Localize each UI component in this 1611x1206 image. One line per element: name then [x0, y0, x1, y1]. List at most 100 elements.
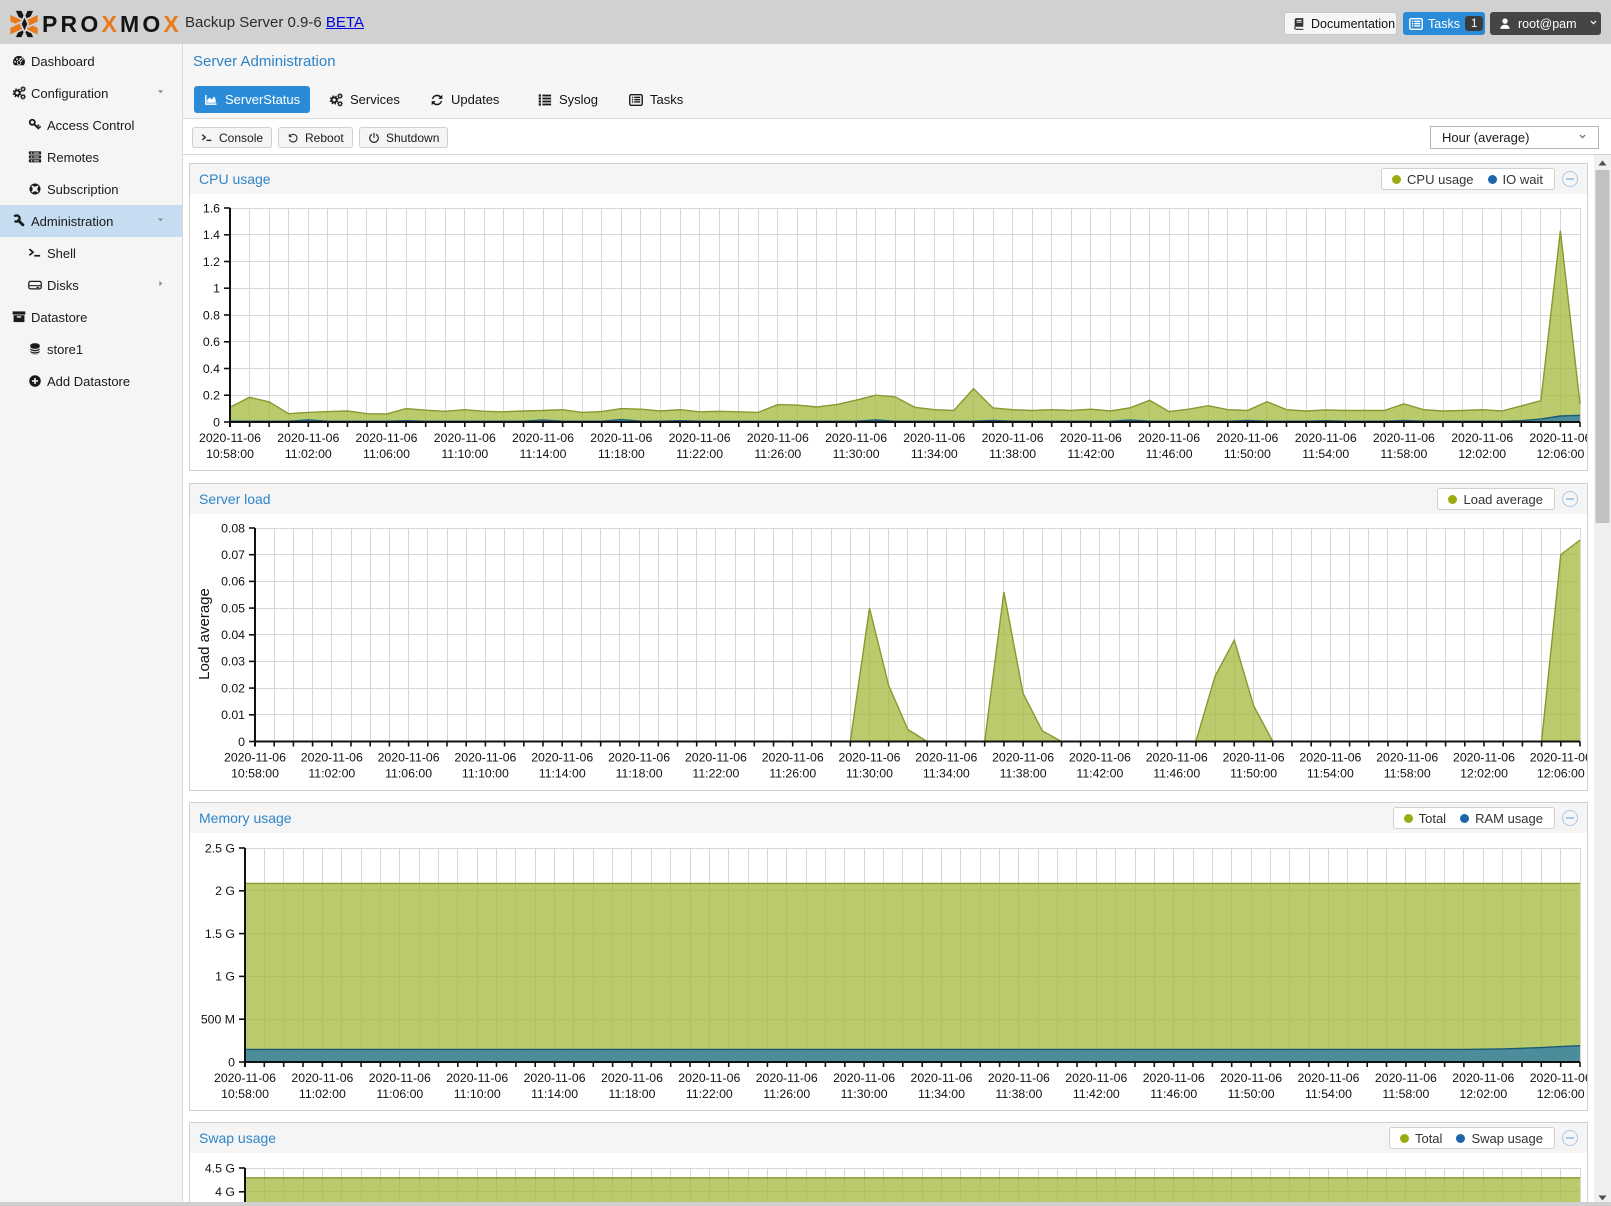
svg-text:500 M: 500 M: [201, 1013, 235, 1027]
svg-text:2020-11-06: 2020-11-06: [1216, 431, 1278, 445]
svg-text:2020-11-06: 2020-11-06: [531, 751, 593, 765]
svg-text:11:34:00: 11:34:00: [911, 447, 958, 461]
svg-text:11:46:00: 11:46:00: [1146, 447, 1193, 461]
svg-text:2020-11-06: 2020-11-06: [1530, 751, 1587, 765]
svg-text:11:02:00: 11:02:00: [299, 1087, 346, 1101]
svg-text:2020-11-06: 2020-11-06: [747, 431, 809, 445]
svg-text:12:06:00: 12:06:00: [1537, 767, 1585, 781]
svg-text:2020-11-06: 2020-11-06: [1373, 431, 1435, 445]
svg-text:2020-11-06: 2020-11-06: [833, 1071, 895, 1085]
svg-text:2020-11-06: 2020-11-06: [1375, 1071, 1437, 1085]
svg-text:1.5 G: 1.5 G: [205, 927, 235, 941]
svg-text:2020-11-06: 2020-11-06: [678, 1071, 740, 1085]
svg-text:2020-11-06: 2020-11-06: [1299, 751, 1361, 765]
svg-text:11:06:00: 11:06:00: [376, 1087, 423, 1101]
svg-text:2020-11-06: 2020-11-06: [446, 1071, 508, 1085]
svg-text:0.4: 0.4: [203, 362, 220, 376]
svg-text:0: 0: [238, 735, 245, 749]
svg-text:2020-11-06: 2020-11-06: [291, 1071, 353, 1085]
svg-text:11:50:00: 11:50:00: [1230, 767, 1277, 781]
svg-text:2020-11-06: 2020-11-06: [669, 431, 731, 445]
svg-text:2020-11-06: 2020-11-06: [277, 431, 339, 445]
svg-text:11:54:00: 11:54:00: [1302, 447, 1349, 461]
svg-text:2020-11-06: 2020-11-06: [590, 431, 652, 445]
svg-text:11:42:00: 11:42:00: [1076, 767, 1123, 781]
svg-text:11:50:00: 11:50:00: [1224, 447, 1271, 461]
svg-text:2020-11-06: 2020-11-06: [839, 751, 901, 765]
svg-text:11:10:00: 11:10:00: [441, 447, 488, 461]
svg-text:2020-11-06: 2020-11-06: [992, 751, 1054, 765]
svg-text:2020-11-06: 2020-11-06: [608, 751, 670, 765]
svg-text:2020-11-06: 2020-11-06: [1295, 431, 1357, 445]
svg-text:11:02:00: 11:02:00: [285, 447, 332, 461]
svg-text:11:22:00: 11:22:00: [692, 767, 739, 781]
svg-text:11:14:00: 11:14:00: [531, 1087, 578, 1101]
svg-text:2020-11-06: 2020-11-06: [1138, 431, 1200, 445]
svg-text:2020-11-06: 2020-11-06: [1146, 751, 1208, 765]
svg-text:2020-11-06: 2020-11-06: [1069, 751, 1131, 765]
svg-text:2020-11-06: 2020-11-06: [911, 1071, 973, 1085]
svg-text:0.04: 0.04: [221, 628, 245, 642]
svg-text:11:18:00: 11:18:00: [598, 447, 645, 461]
svg-text:11:54:00: 11:54:00: [1307, 767, 1354, 781]
svg-text:2020-11-06: 2020-11-06: [369, 1071, 431, 1085]
svg-text:2020-11-06: 2020-11-06: [756, 1071, 818, 1085]
svg-text:11:14:00: 11:14:00: [520, 447, 567, 461]
svg-text:12:02:00: 12:02:00: [1460, 767, 1508, 781]
svg-text:11:26:00: 11:26:00: [754, 447, 801, 461]
svg-text:2020-11-06: 2020-11-06: [214, 1071, 276, 1085]
svg-text:11:10:00: 11:10:00: [462, 767, 509, 781]
svg-text:2020-11-06: 2020-11-06: [982, 431, 1044, 445]
svg-text:2020-11-06: 2020-11-06: [1060, 431, 1122, 445]
svg-text:0.8: 0.8: [203, 308, 220, 322]
svg-text:0.05: 0.05: [221, 601, 245, 615]
svg-text:2020-11-06: 2020-11-06: [356, 431, 418, 445]
svg-text:2020-11-06: 2020-11-06: [1223, 751, 1285, 765]
svg-text:11:26:00: 11:26:00: [763, 1087, 810, 1101]
svg-text:11:34:00: 11:34:00: [923, 767, 970, 781]
svg-text:2020-11-06: 2020-11-06: [1220, 1071, 1282, 1085]
svg-text:11:58:00: 11:58:00: [1380, 447, 1427, 461]
svg-text:0.06: 0.06: [221, 575, 245, 589]
svg-text:0.6: 0.6: [203, 335, 220, 349]
svg-text:11:54:00: 11:54:00: [1305, 1087, 1352, 1101]
svg-text:11:38:00: 11:38:00: [1000, 767, 1047, 781]
svg-text:2020-11-06: 2020-11-06: [434, 431, 496, 445]
svg-text:10:58:00: 10:58:00: [231, 767, 279, 781]
svg-text:11:06:00: 11:06:00: [363, 447, 410, 461]
svg-text:12:02:00: 12:02:00: [1458, 447, 1506, 461]
svg-text:12:06:00: 12:06:00: [1536, 447, 1584, 461]
svg-text:1.6: 1.6: [203, 201, 220, 215]
svg-text:2.5 G: 2.5 G: [205, 841, 235, 855]
svg-text:2020-11-06: 2020-11-06: [512, 431, 574, 445]
svg-text:11:38:00: 11:38:00: [995, 1087, 1042, 1101]
svg-text:0.02: 0.02: [221, 681, 245, 695]
svg-text:11:34:00: 11:34:00: [918, 1087, 965, 1101]
svg-text:2020-11-06: 2020-11-06: [1453, 751, 1515, 765]
svg-text:12:06:00: 12:06:00: [1537, 1087, 1585, 1101]
svg-text:11:30:00: 11:30:00: [833, 447, 880, 461]
svg-text:11:06:00: 11:06:00: [385, 767, 432, 781]
svg-text:11:46:00: 11:46:00: [1153, 767, 1200, 781]
svg-text:0.07: 0.07: [221, 548, 245, 562]
svg-text:4 G: 4 G: [215, 1185, 235, 1199]
svg-text:0.01: 0.01: [221, 708, 245, 722]
svg-text:11:10:00: 11:10:00: [454, 1087, 501, 1101]
svg-text:11:22:00: 11:22:00: [676, 447, 723, 461]
svg-text:11:02:00: 11:02:00: [308, 767, 355, 781]
svg-text:1.4: 1.4: [203, 228, 220, 242]
svg-text:10:58:00: 10:58:00: [221, 1087, 269, 1101]
svg-text:2020-11-06: 2020-11-06: [685, 751, 747, 765]
svg-text:0.03: 0.03: [221, 655, 245, 669]
svg-text:10:58:00: 10:58:00: [206, 447, 254, 461]
svg-text:11:50:00: 11:50:00: [1228, 1087, 1275, 1101]
svg-text:2020-11-06: 2020-11-06: [1143, 1071, 1205, 1085]
svg-text:11:18:00: 11:18:00: [609, 1087, 656, 1101]
svg-text:11:46:00: 11:46:00: [1150, 1087, 1197, 1101]
svg-text:11:18:00: 11:18:00: [616, 767, 663, 781]
svg-text:2020-11-06: 2020-11-06: [1529, 431, 1587, 445]
svg-text:2020-11-06: 2020-11-06: [1376, 751, 1438, 765]
svg-text:0: 0: [213, 415, 220, 429]
svg-text:2020-11-06: 2020-11-06: [1298, 1071, 1360, 1085]
svg-text:2020-11-06: 2020-11-06: [1452, 1071, 1514, 1085]
